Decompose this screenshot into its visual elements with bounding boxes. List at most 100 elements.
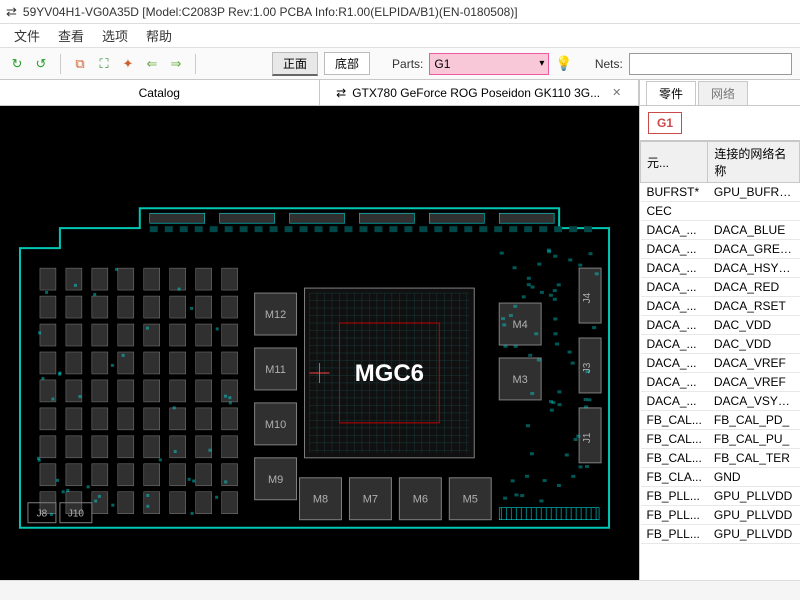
parts-label: Parts: [392,57,423,71]
table-row[interactable]: CEC [641,202,800,221]
view-front-tab[interactable]: 正面 [272,52,318,76]
table-row[interactable]: BUFRST*GPU_BUFRST [641,183,800,202]
svg-text:MGC6: MGC6 [355,360,424,387]
table-row[interactable]: DACA_...DACA_RED [641,278,800,297]
table-cell: DACA_... [641,297,708,316]
side-tab-parts[interactable]: 零件 [646,81,696,105]
table-cell: BUFRST* [641,183,708,202]
table-cell: DACA_HSYNC [708,259,800,278]
bulb-icon[interactable]: 💡 [555,55,572,72]
svg-text:M4: M4 [513,319,528,331]
refresh-back-icon[interactable]: ↺ [32,55,50,73]
table-cell: FB_PLL... [641,506,708,525]
table-row[interactable]: DACA_...DACA_VREF [641,373,800,392]
app-icon: ⇄ [6,4,17,20]
svg-text:M6: M6 [413,494,428,506]
pcb-canvas: M12M11M10M9M8M7M6M5M4M3MGC6J4J3J1J8J10 [0,106,639,580]
table-cell: FB_CAL_PD_ [708,411,800,430]
table-row[interactable]: DACA_...DACA_HSYNC [641,259,800,278]
svg-text:M10: M10 [265,419,286,431]
svg-text:M8: M8 [313,494,328,506]
table-cell: FB_CAL... [641,411,708,430]
table-row[interactable]: FB_CAL...FB_CAL_PD_ [641,411,800,430]
table-cell [708,202,800,221]
table-cell: DAC_VDD [708,316,800,335]
table-cell: GPU_PLLVDD [708,525,800,544]
svg-text:M7: M7 [363,494,378,506]
table-row[interactable]: FB_CAL...FB_CAL_PU_ [641,430,800,449]
side-panel: 零件 网络 G1 元... 连接的网络名称 BUFRST*GPU_BUFRSTC… [640,80,800,580]
table-row[interactable]: DACA_...DAC_VDD [641,316,800,335]
tab-catalog-label: Catalog [139,86,180,100]
table-cell: DACA_RSET [708,297,800,316]
svg-text:J10: J10 [68,509,85,520]
table-row[interactable]: DACA_...DACA_VREF [641,354,800,373]
table-cell: DACA_... [641,335,708,354]
table-row[interactable]: DACA_...DACA_RSET [641,297,800,316]
table-cell: DAC_VDD [708,335,800,354]
parts-select[interactable]: G1 ▾ [429,53,549,75]
table-cell: CEC [641,202,708,221]
svg-text:M11: M11 [265,364,286,376]
pcb-viewport[interactable]: M12M11M10M9M8M7M6M5M4M3MGC6J4J3J1J8J10 [0,106,639,580]
table-cell: DACA_... [641,354,708,373]
toolbar: ↻ ↺ ⧉ ⛶ ✦ ⇐ ⇒ 正面 底部 Parts: G1 ▾ 💡 Nets: [0,48,800,80]
table-cell: GND [708,468,800,487]
zoom-fit-icon[interactable]: ⛶ [95,55,113,73]
pins-table: 元... 连接的网络名称 BUFRST*GPU_BUFRSTCECDACA_..… [640,141,800,544]
table-row[interactable]: FB_PLL...GPU_PLLVDD [641,506,800,525]
table-row[interactable]: FB_PLL...GPU_PLLVDD [641,525,800,544]
menu-bar: 文件 查看 选项 帮助 [0,24,800,48]
shuffle-icon: ⇄ [336,86,346,100]
table-row[interactable]: DACA_...DACA_GREEN [641,240,800,259]
selected-part-badge[interactable]: G1 [648,112,682,134]
menu-options[interactable]: 选项 [102,26,128,45]
table-cell: DACA_... [641,392,708,411]
selected-part-row: G1 [640,106,800,140]
close-icon[interactable]: ✕ [612,86,621,99]
side-tab-nets[interactable]: 网络 [698,81,748,105]
separator [195,54,196,74]
view-back-tab[interactable]: 底部 [324,52,370,75]
zoom-center-icon[interactable]: ✦ [119,55,137,73]
menu-file[interactable]: 文件 [14,26,40,45]
nets-input[interactable] [629,53,792,75]
table-row[interactable]: DACA_...DACA_BLUE [641,221,800,240]
status-bar [0,580,800,600]
tab-catalog[interactable]: Catalog [0,80,320,105]
side-tabs: 零件 网络 [640,80,800,106]
table-cell: DACA_BLUE [708,221,800,240]
table-row[interactable]: DACA_...DACA_VSYNC [641,392,800,411]
svg-text:J8: J8 [37,509,48,520]
col-pin[interactable]: 元... [641,142,708,183]
table-row[interactable]: FB_CLA...GND [641,468,800,487]
pins-table-wrapper: 元... 连接的网络名称 BUFRST*GPU_BUFRSTCECDACA_..… [640,140,800,580]
arrow-right-icon[interactable]: ⇒ [167,55,185,73]
svg-text:J4: J4 [582,292,593,303]
tab-board[interactable]: ⇄ GTX780 GeForce ROG Poseidon GK110 3G..… [320,80,640,105]
svg-text:J1: J1 [582,432,593,443]
table-cell: DACA_... [641,259,708,278]
menu-help[interactable]: 帮助 [146,26,172,45]
refresh-icon[interactable]: ↻ [8,55,26,73]
zoom-region-icon[interactable]: ⧉ [71,55,89,73]
col-net[interactable]: 连接的网络名称 [708,142,800,183]
menu-view[interactable]: 查看 [58,26,84,45]
table-cell: FB_CAL... [641,449,708,468]
left-panel: Catalog ⇄ GTX780 GeForce ROG Poseidon GK… [0,80,640,580]
table-cell: FB_CLA... [641,468,708,487]
table-row[interactable]: FB_PLL...GPU_PLLVDD [641,487,800,506]
table-cell: FB_PLL... [641,525,708,544]
table-cell: DACA_... [641,278,708,297]
table-row[interactable]: DACA_...DAC_VDD [641,335,800,354]
table-cell: DACA_... [641,221,708,240]
table-cell: DACA_GREEN [708,240,800,259]
svg-text:M9: M9 [268,474,283,486]
table-row[interactable]: FB_CAL...FB_CAL_TER [641,449,800,468]
arrow-left-icon[interactable]: ⇐ [143,55,161,73]
window-title: 59YV04H1-VG0A35D [Model:C2083P Rev:1.00 … [23,5,518,19]
table-cell: DACA_VSYNC [708,392,800,411]
table-cell: DACA_... [641,240,708,259]
table-cell: DACA_... [641,373,708,392]
table-cell: DACA_... [641,316,708,335]
